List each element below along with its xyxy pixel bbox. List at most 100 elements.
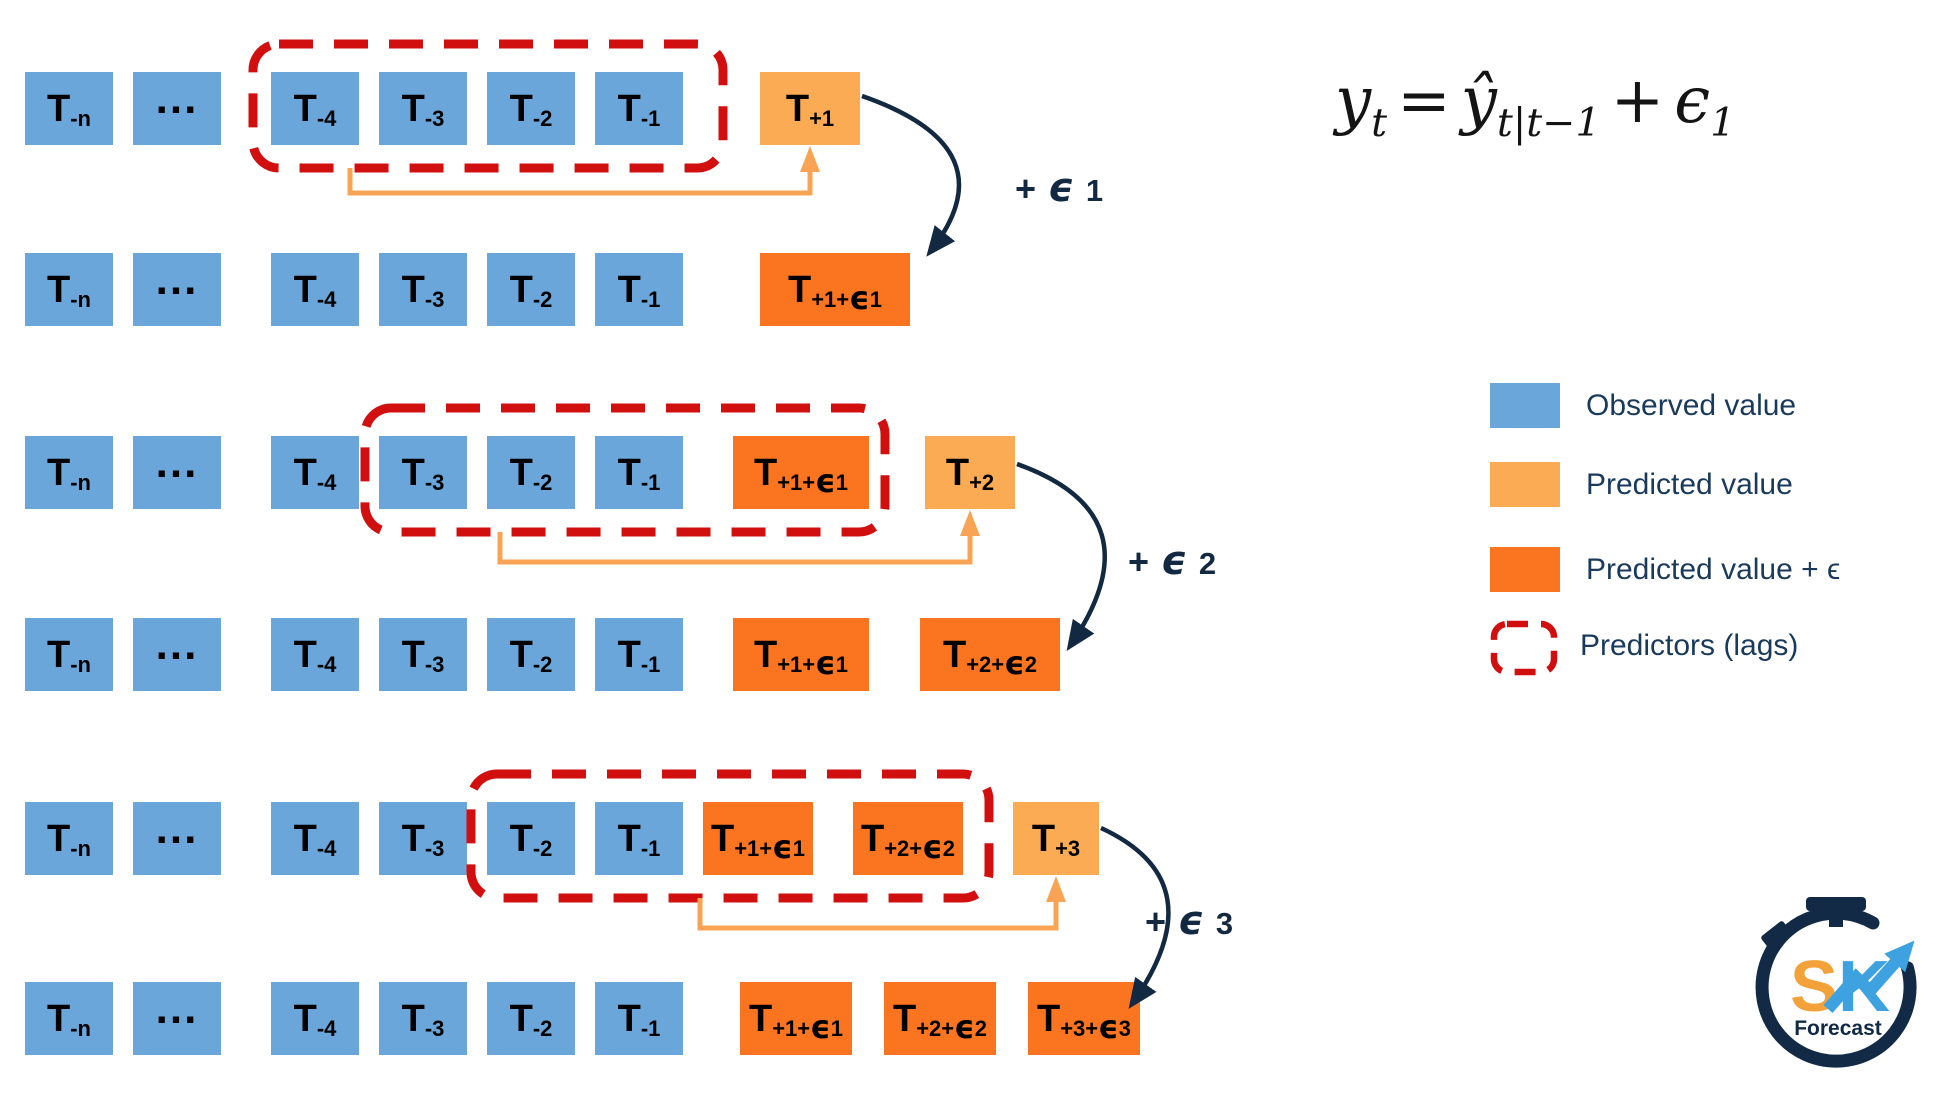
box-subscript: +3+ϵ3 bbox=[1060, 1007, 1132, 1046]
box-label: T bbox=[47, 87, 71, 130]
box-label: T bbox=[509, 997, 533, 1040]
timestep-box-T-1: T -1 bbox=[595, 436, 683, 509]
timestep-box-T-3: T -3 bbox=[379, 72, 467, 145]
box-subscript: -2 bbox=[532, 469, 553, 495]
box-label: T bbox=[293, 997, 317, 1040]
box-subscript: +2+ϵ2 bbox=[966, 643, 1038, 682]
timestep-box-T-n: T -n bbox=[25, 802, 113, 875]
box-label: T bbox=[401, 268, 425, 311]
box-label: T bbox=[617, 268, 641, 311]
equals-sign: = bbox=[1397, 64, 1451, 138]
timestep-box-T-1: T -1 bbox=[595, 802, 683, 875]
box-label: T bbox=[617, 633, 641, 676]
box-subscript: +1+ϵ1 bbox=[811, 278, 883, 317]
box-label: ... bbox=[155, 619, 199, 669]
legend-item-predicted-eps: Predicted value + ϵ bbox=[1490, 547, 1840, 592]
timestep-box-T+2+ϵ2: T +2+ϵ2 bbox=[853, 802, 963, 875]
box-label: T bbox=[47, 633, 71, 676]
box-label: T bbox=[509, 817, 533, 860]
error-label-step-2: + ϵ 2 bbox=[1128, 538, 1216, 584]
timestep-box-T-1: T -1 bbox=[595, 72, 683, 145]
box-subscript: +1+ϵ1 bbox=[772, 1007, 844, 1046]
predicted-swatch bbox=[1490, 462, 1560, 507]
box-subscript: +2+ϵ2 bbox=[884, 827, 956, 866]
box-label: T bbox=[47, 997, 71, 1040]
lag-feed-connector-step-2 bbox=[497, 532, 973, 565]
box-label: T bbox=[293, 268, 317, 311]
lags-swatch bbox=[1490, 620, 1554, 672]
timestep-box-dots: ... bbox=[133, 982, 221, 1055]
legend-label: Predictors (lags) bbox=[1580, 629, 1799, 662]
timestep-box-T-4: T -4 bbox=[271, 982, 359, 1055]
box-subscript: -1 bbox=[640, 469, 661, 495]
epsilon-index: 1 bbox=[1085, 173, 1104, 208]
lag-feed-connector-step-3 bbox=[697, 898, 1059, 931]
box-subscript: -3 bbox=[424, 286, 445, 312]
error-label-step-1: + ϵ 1 bbox=[1015, 165, 1103, 211]
box-subscript: +2+ϵ2 bbox=[916, 1007, 988, 1046]
timestep-box-T-3: T -3 bbox=[379, 982, 467, 1055]
box-label: T bbox=[401, 633, 425, 676]
timestep-box-T-2: T -2 bbox=[487, 618, 575, 691]
connector-arrowhead-step-1 bbox=[800, 146, 820, 172]
stopwatch-ring-icon bbox=[1755, 906, 1917, 1068]
box-label: T bbox=[748, 997, 773, 1040]
box-subscript: -4 bbox=[316, 651, 337, 677]
timestep-box-T-2: T -2 bbox=[487, 72, 575, 145]
trend-arrow-icon bbox=[1823, 940, 1915, 1013]
timestep-box-T-4: T -4 bbox=[271, 72, 359, 145]
box-label: T bbox=[1031, 817, 1056, 860]
forecast-equation: yt = ŷt|t−1 + ϵ1 bbox=[1335, 64, 1735, 146]
box-label: T bbox=[293, 817, 317, 860]
timestep-box-T-2: T -2 bbox=[487, 802, 575, 875]
box-label: ... bbox=[155, 437, 199, 487]
box-subscript: +3 bbox=[1055, 835, 1081, 861]
legend-label: Predicted value + ϵ bbox=[1586, 552, 1841, 586]
error-arrow-step-1 bbox=[861, 93, 962, 257]
box-subscript: -n bbox=[70, 651, 91, 677]
box-label: T bbox=[787, 268, 812, 311]
timestep-box-T-2: T -2 bbox=[487, 253, 575, 326]
lag-feed-connector-step-1 bbox=[347, 168, 813, 196]
timestep-box-T+1+ϵ1: T +1+ϵ1 bbox=[703, 802, 813, 875]
timestep-box-T-1: T -1 bbox=[595, 253, 683, 326]
box-subscript: -1 bbox=[640, 835, 661, 861]
box-label: T bbox=[509, 451, 533, 494]
timestep-box-T+1+ϵ1: T +1+ϵ1 bbox=[733, 618, 869, 691]
box-label: T bbox=[1036, 997, 1061, 1040]
timestep-box-T-n: T -n bbox=[25, 253, 113, 326]
epsilon-symbol: ϵ bbox=[1048, 165, 1074, 211]
box-subscript: -3 bbox=[424, 1015, 445, 1041]
timestep-box-T+2+ϵ2: T +2+ϵ2 bbox=[884, 982, 996, 1055]
box-subscript: -2 bbox=[532, 105, 553, 131]
timestep-box-T-2: T -2 bbox=[487, 982, 575, 1055]
box-label: T bbox=[293, 633, 317, 676]
box-label: T bbox=[617, 451, 641, 494]
box-label: T bbox=[47, 451, 71, 494]
epsilon-index: 3 bbox=[1215, 906, 1234, 941]
epsilon-index: 2 bbox=[1198, 546, 1217, 581]
box-subscript: +2 bbox=[969, 469, 995, 495]
box-subscript: -4 bbox=[316, 1015, 337, 1041]
box-subscript: -2 bbox=[532, 286, 553, 312]
timestep-box-dots: ... bbox=[133, 253, 221, 326]
logo-letter-s: S bbox=[1790, 947, 1838, 1027]
box-label: T bbox=[942, 633, 967, 676]
equation-prediction: ŷt|t−1 bbox=[1460, 64, 1601, 146]
box-subscript: +1+ϵ1 bbox=[777, 643, 849, 682]
timestep-box-T+3: T +3 bbox=[1013, 802, 1099, 875]
plus-sign: + bbox=[1128, 541, 1150, 582]
box-subscript: -4 bbox=[316, 469, 337, 495]
box-subscript: -n bbox=[70, 469, 91, 495]
box-label: T bbox=[509, 633, 533, 676]
connector-arrowhead-step-2 bbox=[960, 510, 980, 536]
stopwatch-side-button-icon bbox=[1761, 921, 1791, 948]
box-label: T bbox=[401, 87, 425, 130]
box-label: T bbox=[617, 997, 641, 1040]
box-label: T bbox=[293, 451, 317, 494]
box-subscript: -1 bbox=[640, 651, 661, 677]
timestep-box-T-1: T -1 bbox=[595, 618, 683, 691]
timestep-box-T+1+ϵ1: T +1+ϵ1 bbox=[733, 436, 869, 509]
box-subscript: -1 bbox=[640, 105, 661, 131]
